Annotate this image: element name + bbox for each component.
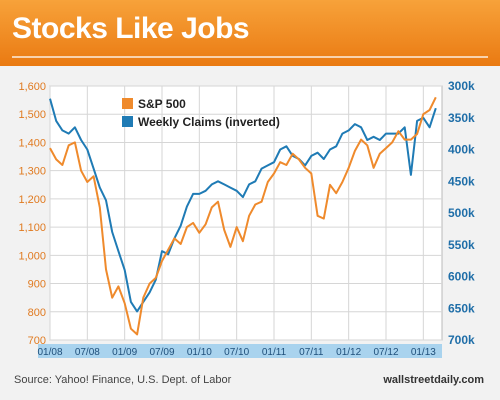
x-tick-label: 01/09 — [112, 347, 137, 358]
left-tick-label: 1,000 — [18, 250, 46, 262]
left-tick-label: 900 — [28, 279, 46, 291]
x-tick-label: 07/12 — [373, 347, 398, 358]
x-tick-label: 07/10 — [224, 347, 249, 358]
source-note: Source: Yahoo! Finance, U.S. Dept. of La… — [14, 374, 232, 386]
right-tick-label: 400k — [448, 143, 475, 157]
x-tick-label: 01/10 — [187, 347, 212, 358]
right-tick-label: 700k — [448, 333, 475, 347]
left-tick-label: 1,600 — [18, 81, 46, 93]
series-line-weekly-claims — [49, 98, 437, 313]
right-tick-label: 600k — [448, 270, 475, 284]
brand-credit: wallstreetdaily.com — [383, 374, 484, 386]
x-tick-label: 01/13 — [411, 347, 436, 358]
x-tick-label: 07/11 — [299, 347, 324, 358]
right-tick-label: 450k — [448, 174, 475, 188]
left-tick-label: 1,200 — [18, 194, 46, 206]
left-tick-label: 1,300 — [18, 166, 46, 178]
left-tick-label: 800 — [28, 307, 46, 319]
legend-label-weekly-claims: Weekly Claims (inverted) — [138, 115, 280, 129]
series-line-sp500 — [49, 96, 437, 336]
legend-swatch-sp500 — [122, 98, 133, 109]
x-axis-band — [38, 344, 442, 358]
left-tick-label: 1,500 — [18, 109, 46, 121]
right-tick-label: 500k — [448, 206, 475, 220]
x-tick-label: 01/11 — [262, 347, 287, 358]
x-tick-label: 01/12 — [336, 347, 361, 358]
right-tick-label: 300k — [448, 79, 475, 93]
right-tick-label: 650k — [448, 301, 475, 315]
plot-area — [49, 85, 443, 341]
legend-swatch-weekly-claims — [122, 116, 133, 127]
left-tick-label: 1,400 — [18, 137, 46, 149]
chart-title: Stocks Like Jobs — [12, 12, 250, 45]
x-tick-label: 01/08 — [37, 347, 62, 358]
legend-label-sp500: S&P 500 — [138, 97, 186, 111]
banner-rule — [12, 56, 488, 58]
x-tick-label: 07/09 — [149, 347, 174, 358]
right-tick-label: 550k — [448, 238, 475, 252]
left-tick-label: 1,100 — [18, 222, 46, 234]
right-tick-label: 350k — [448, 111, 475, 125]
title-banner: Stocks Like Jobs — [0, 0, 500, 66]
x-tick-label: 07/08 — [75, 347, 100, 358]
